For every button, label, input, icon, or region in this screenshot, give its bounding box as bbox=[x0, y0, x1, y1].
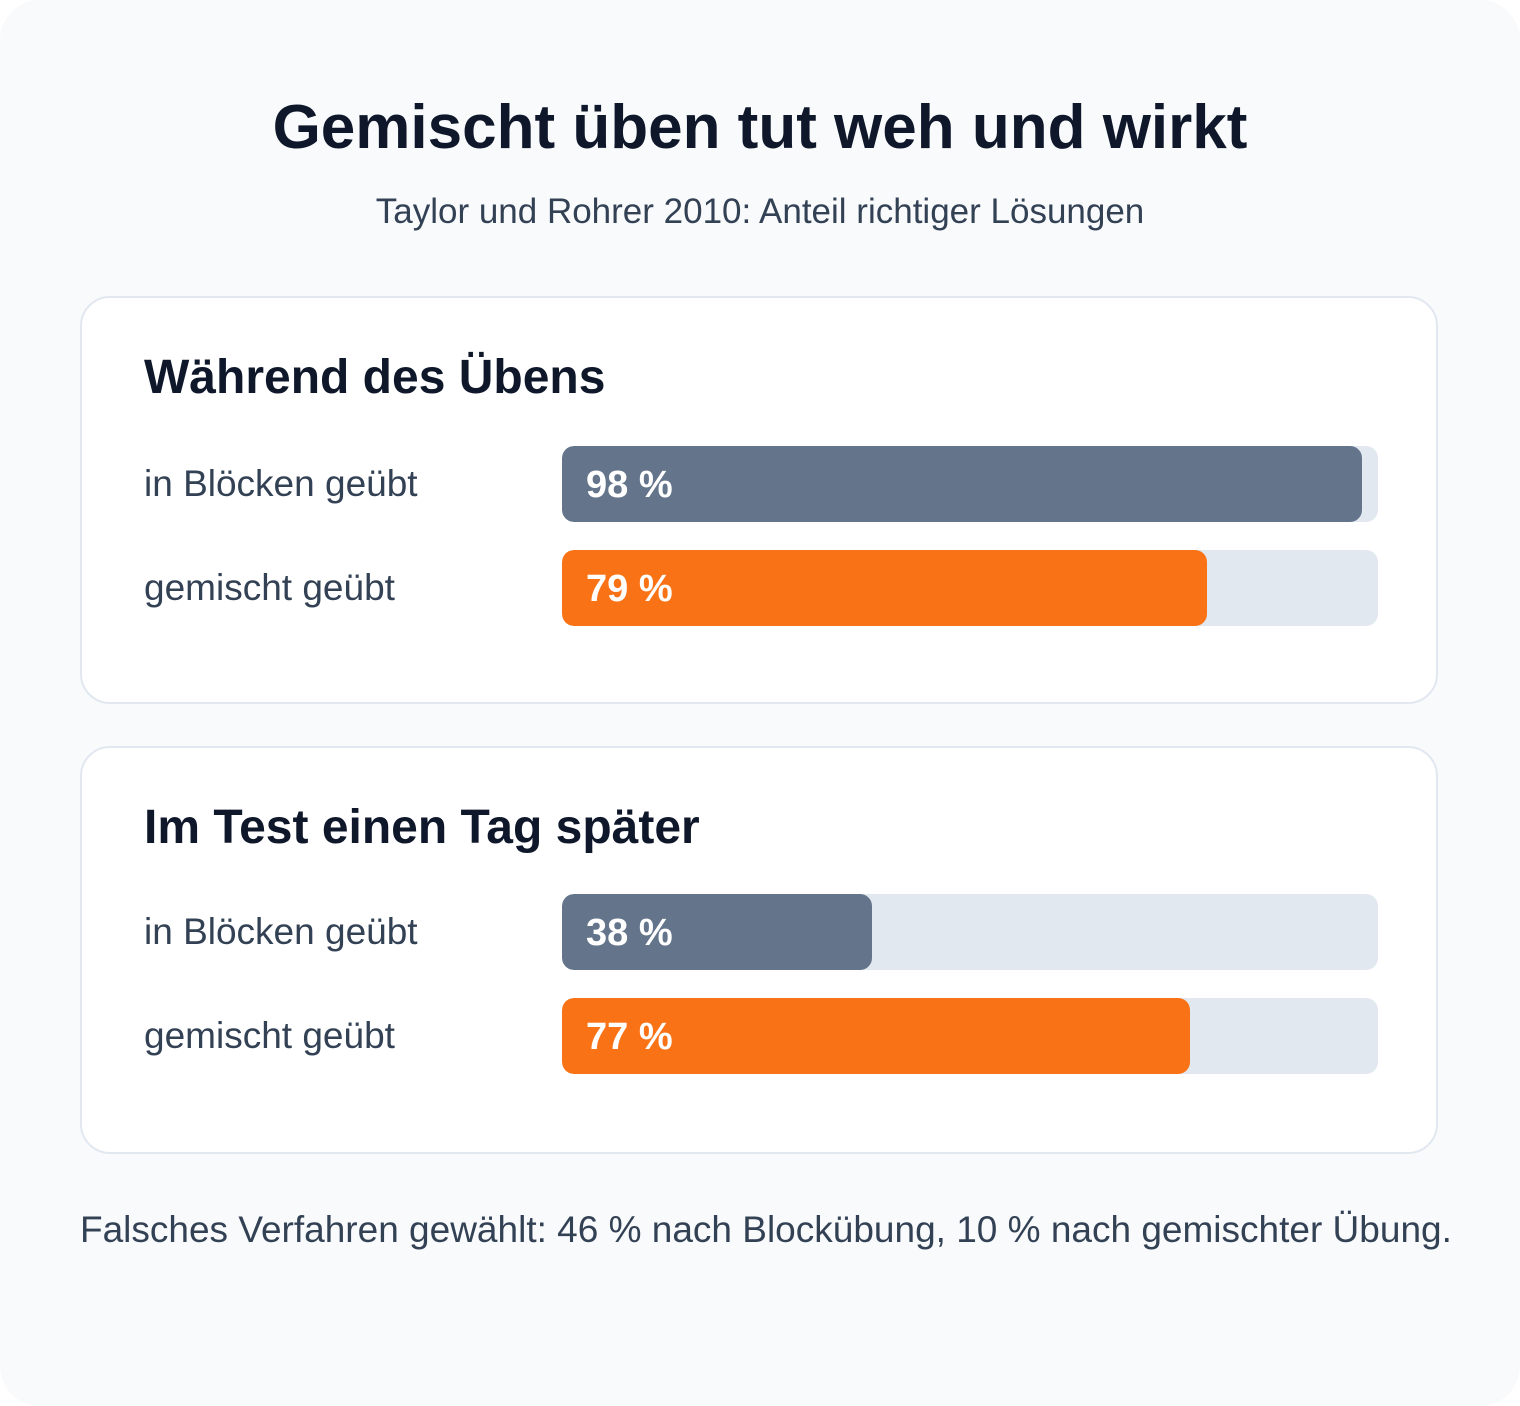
category-label: gemischt geübt bbox=[144, 1015, 395, 1056]
bar-row-blocked: in Blöcken geübt 38 % bbox=[144, 894, 1380, 970]
chart-title: Während des Übens bbox=[144, 351, 606, 404]
bar-mixed bbox=[562, 550, 1207, 626]
bar-blocked bbox=[562, 894, 872, 970]
category-label: gemischt geübt bbox=[144, 567, 395, 608]
bar-track: 98 % bbox=[562, 446, 1378, 522]
data-label: 98 % bbox=[586, 464, 673, 506]
data-label: 77 % bbox=[586, 1016, 673, 1058]
bar-row-mixed: gemischt geübt 77 % bbox=[144, 998, 1380, 1074]
bar-row-mixed: gemischt geübt 79 % bbox=[144, 550, 1380, 626]
bar-row-blocked: in Blöcken geübt 98 % bbox=[144, 446, 1380, 522]
bar-track: 38 % bbox=[562, 894, 1378, 970]
category-label: in Blöcken geübt bbox=[144, 463, 418, 504]
category-label: in Blöcken geübt bbox=[144, 911, 418, 952]
bar-mixed bbox=[562, 998, 1190, 1074]
data-label: 79 % bbox=[586, 568, 673, 610]
data-label: 38 % bbox=[586, 912, 673, 954]
chart-panel-practice: Während des Übens in Blöcken geübt 98 % … bbox=[80, 296, 1438, 704]
bar-track: 77 % bbox=[562, 998, 1378, 1074]
chart-title: Im Test einen Tag später bbox=[144, 801, 700, 854]
footnote: Falsches Verfahren gewählt: 46 % nach Bl… bbox=[80, 1209, 1452, 1250]
bar-blocked bbox=[562, 446, 1362, 522]
bar-track: 79 % bbox=[562, 550, 1378, 626]
page-title: Gemischt üben tut weh und wirkt bbox=[272, 93, 1248, 162]
chart-panel-test: Im Test einen Tag später in Blöcken geüb… bbox=[80, 746, 1438, 1154]
page-subtitle: Taylor und Rohrer 2010: Anteil richtiger… bbox=[375, 192, 1145, 231]
